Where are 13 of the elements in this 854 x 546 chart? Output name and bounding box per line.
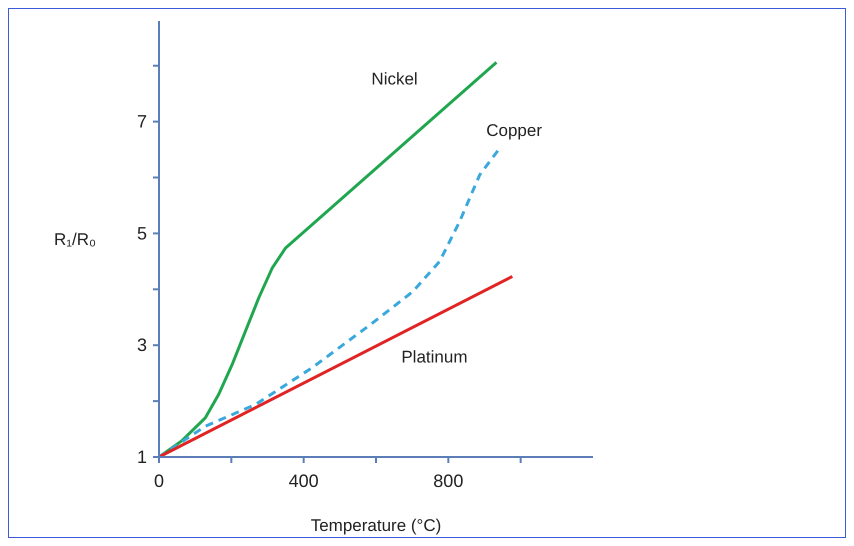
line-series bbox=[158, 148, 500, 457]
x-tick-label: 800 bbox=[433, 471, 464, 491]
y-axis-title: R₁/R₀ bbox=[54, 230, 96, 250]
y-tick-label: 1 bbox=[136, 447, 147, 467]
series-label: Nickel bbox=[371, 69, 418, 88]
x-tick-label: 0 bbox=[154, 471, 164, 491]
series-label: Copper bbox=[486, 121, 542, 140]
series-label: Platinum bbox=[401, 347, 468, 366]
y-tick-label: 5 bbox=[136, 223, 147, 244]
x-tick-label: 400 bbox=[288, 471, 319, 491]
y-tick-label: 7 bbox=[136, 112, 147, 132]
x-axis-title: Temperature (°C) bbox=[310, 516, 442, 535]
y-tick-label: 3 bbox=[136, 335, 147, 356]
